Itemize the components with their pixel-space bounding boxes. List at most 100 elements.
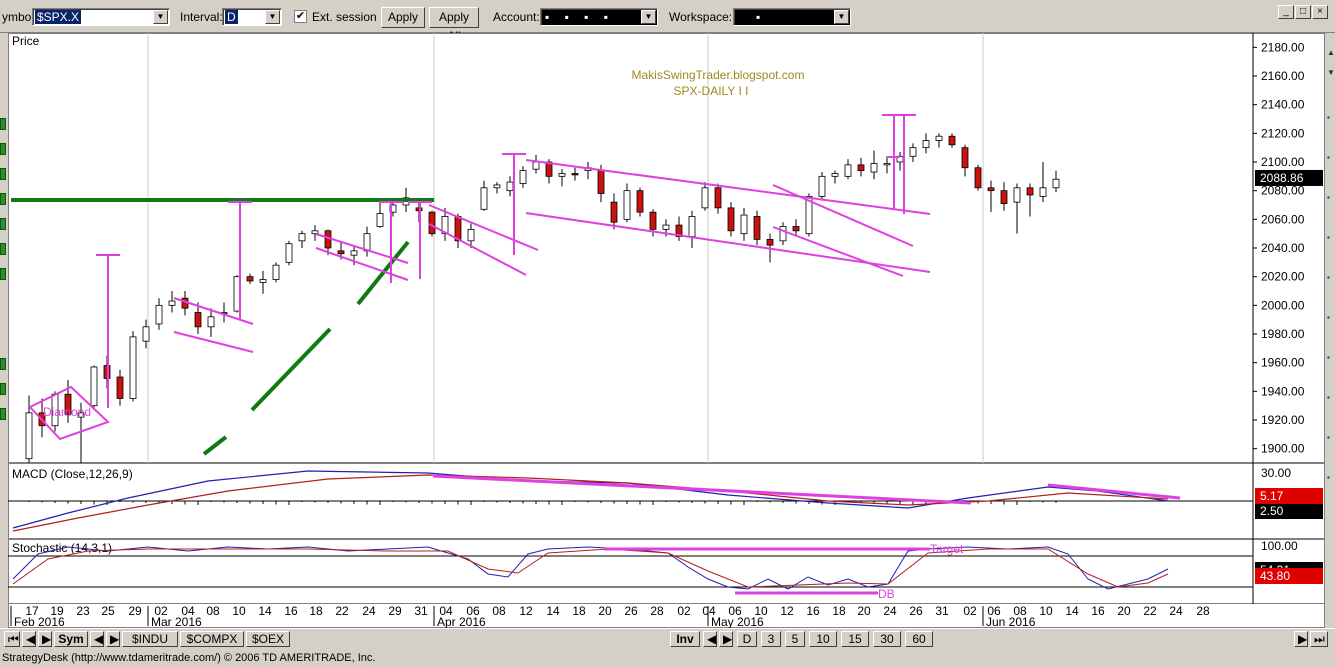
- status-bar: StrategyDesk (http://www.tdameritrade.co…: [0, 650, 1335, 667]
- maximize-icon[interactable]: □: [1295, 5, 1311, 19]
- x-tick-label: 10: [754, 604, 768, 618]
- workspace-select[interactable]: ▪ ▼: [733, 8, 851, 26]
- tool-icon[interactable]: [0, 193, 6, 205]
- tool-icon[interactable]: [0, 143, 6, 155]
- chevron-down-icon[interactable]: ▼: [641, 10, 656, 24]
- interval-tab-3[interactable]: 3: [761, 631, 781, 647]
- tool-icon[interactable]: [0, 218, 6, 230]
- tool-icon[interactable]: ▪: [1327, 193, 1330, 202]
- close-icon[interactable]: ×: [1312, 5, 1328, 19]
- tool-icon[interactable]: ▪: [1327, 313, 1330, 322]
- next-icon[interactable]: ▶: [106, 631, 120, 647]
- prev-icon[interactable]: ◀: [703, 631, 717, 647]
- candle-body: [259, 279, 267, 283]
- candle-body: [1000, 190, 1008, 204]
- channel-line: [315, 233, 409, 264]
- interval-tab-30[interactable]: 30: [873, 631, 901, 647]
- tool-icon[interactable]: ▪: [1327, 433, 1330, 442]
- candle-body: [701, 187, 709, 209]
- interval-tab-15[interactable]: 15: [841, 631, 869, 647]
- tool-icon[interactable]: [0, 118, 6, 130]
- prev-icon[interactable]: ◀: [22, 631, 36, 647]
- tool-icon[interactable]: ▪: [1327, 393, 1330, 402]
- y-tick-label: 2180.00: [1261, 40, 1305, 54]
- inv-tab[interactable]: Inv: [670, 631, 700, 647]
- month-label: May 2016: [711, 615, 764, 628]
- channel-line: [525, 159, 931, 215]
- tab-compx[interactable]: $COMPX: [180, 631, 244, 647]
- apply-button[interactable]: Apply: [381, 7, 425, 28]
- chevron-down-icon[interactable]: ▼: [153, 10, 168, 24]
- account-select[interactable]: ▪ ▪ ▪ ▪ ▼: [540, 8, 658, 26]
- chevron-down-icon[interactable]: ▼: [834, 10, 849, 24]
- interval-tab-D[interactable]: D: [737, 631, 757, 647]
- tool-icon[interactable]: ▪: [1327, 353, 1330, 362]
- prev-icon[interactable]: ◀: [90, 631, 104, 647]
- apply-all-button[interactable]: Apply All: [429, 7, 479, 43]
- next-icon[interactable]: ▶: [719, 631, 733, 647]
- first-icon[interactable]: ⏮: [4, 631, 20, 647]
- tab-indu[interactable]: $INDU: [122, 631, 178, 647]
- interval-tab-60[interactable]: 60: [905, 631, 933, 647]
- x-tick-label: 14: [258, 604, 272, 618]
- symbol-label: ymbol:: [2, 10, 38, 24]
- macd-divergence-line: [432, 474, 972, 505]
- next-icon[interactable]: ▶: [38, 631, 52, 647]
- tool-icon[interactable]: ▪: [1327, 473, 1330, 482]
- candle-body: [948, 135, 956, 146]
- x-tick-label: 08: [206, 604, 220, 618]
- x-tick-label: 14: [1065, 604, 1079, 618]
- interval-select[interactable]: D ▼: [222, 8, 282, 26]
- y-tick-label: 2080.00: [1261, 184, 1305, 198]
- tool-icon[interactable]: [0, 168, 6, 180]
- candle-body: [714, 187, 722, 209]
- candle-body: [883, 163, 891, 166]
- scroll-down-icon[interactable]: ▼: [1327, 68, 1335, 77]
- candle-body: [25, 412, 33, 460]
- y-tick-label: 1980.00: [1261, 327, 1305, 341]
- tool-icon[interactable]: ▪: [1327, 113, 1330, 122]
- price-panel[interactable]: Price: [8, 33, 1325, 463]
- ext-session-checkbox[interactable]: ✔: [294, 10, 307, 23]
- candle-body: [909, 147, 917, 157]
- stochastic-chart[interactable]: 100.00TargetDB54.3143.80: [8, 539, 1325, 604]
- tool-icon[interactable]: ▪: [1327, 273, 1330, 282]
- candle-body: [753, 216, 761, 240]
- candle-body: [610, 201, 618, 223]
- interval-tab-10[interactable]: 10: [809, 631, 837, 647]
- chevron-down-icon[interactable]: ▼: [265, 10, 280, 24]
- candle-body: [116, 376, 124, 399]
- last-icon[interactable]: ⏭: [1310, 631, 1328, 647]
- trend-line: [202, 435, 228, 456]
- minimize-icon[interactable]: _: [1278, 5, 1294, 19]
- tool-icon[interactable]: [0, 383, 6, 395]
- candle-body: [64, 393, 72, 415]
- candle-body: [1039, 187, 1047, 197]
- tool-icon[interactable]: [0, 358, 6, 370]
- candle-body: [805, 195, 813, 235]
- stoch-value-label2: 43.80: [1260, 569, 1290, 583]
- tool-icon[interactable]: ▪: [1327, 233, 1330, 242]
- interval-tab-5[interactable]: 5: [785, 631, 805, 647]
- tool-icon[interactable]: ▪: [1327, 153, 1330, 162]
- stoch-db-label: DB: [878, 587, 895, 601]
- macd-chart[interactable]: 30.00 2.505.17: [8, 463, 1325, 539]
- tool-icon[interactable]: [0, 408, 6, 420]
- symbol-input[interactable]: $SPX.X ▼: [32, 8, 170, 26]
- candle-body: [428, 211, 436, 235]
- next-icon[interactable]: ▶: [1294, 631, 1308, 647]
- tab-oex[interactable]: $OEX: [246, 631, 290, 647]
- sym-tab[interactable]: Sym: [54, 631, 88, 647]
- tool-icon[interactable]: [0, 243, 6, 255]
- x-tick-label: 17: [25, 604, 39, 618]
- tool-icon[interactable]: [0, 268, 6, 280]
- candle-body: [1026, 187, 1034, 196]
- candle-body: [935, 135, 943, 141]
- price-chart[interactable]: 2180.00 2160.00 2140.00 2120.00 2100.00 2080.…: [8, 33, 1325, 463]
- candle-body: [974, 167, 982, 189]
- stoch-value-box2: [1255, 568, 1323, 584]
- x-tick-label: 18: [832, 604, 846, 618]
- scroll-up-icon[interactable]: ▲: [1327, 48, 1335, 57]
- candle-body: [857, 164, 865, 172]
- x-tick-label: 06: [466, 604, 480, 618]
